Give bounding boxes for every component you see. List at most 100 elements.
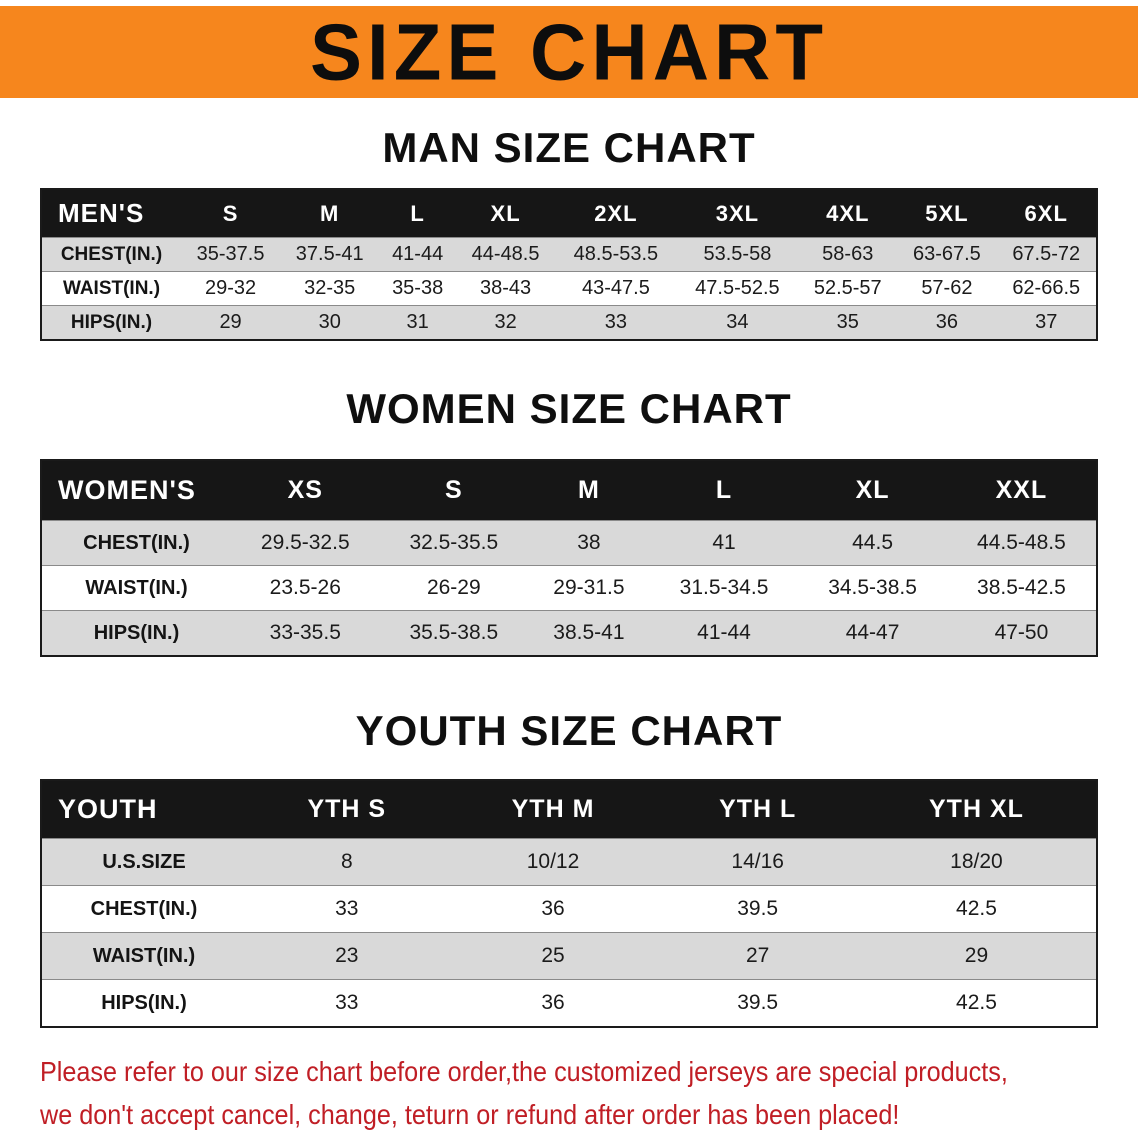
size-value-cell: 29 bbox=[964, 944, 989, 967]
size-column-header: XS bbox=[287, 476, 323, 504]
size-value-cell: 41 bbox=[712, 531, 736, 554]
size-value-cell: 29 bbox=[219, 311, 242, 333]
size-value-cell: 38-43 bbox=[480, 277, 532, 299]
table-row: U.S.SIZE 8 10/12 14/16 18/20 bbox=[41, 838, 1097, 886]
size-value-cell: 25 bbox=[541, 944, 565, 967]
size-value-cell: 47.5-52.5 bbox=[695, 277, 780, 299]
size-column-header: YTH S bbox=[307, 795, 387, 823]
row-label: HIPS(IN.) bbox=[101, 991, 187, 1014]
size-value-cell: 34.5-38.5 bbox=[828, 576, 917, 599]
size-value-cell: 10/12 bbox=[526, 850, 580, 873]
row-label: WAIST(IN.) bbox=[62, 277, 161, 299]
size-value-cell: 38.5-42.5 bbox=[977, 576, 1066, 599]
size-value-cell: 41-44 bbox=[392, 243, 444, 265]
size-value-cell: 32-35 bbox=[304, 277, 356, 299]
size-value-cell: 44-48.5 bbox=[471, 243, 540, 265]
size-value-cell: 23.5-26 bbox=[269, 576, 341, 599]
size-value-cell: 8 bbox=[340, 850, 353, 873]
banner: SIZE CHART bbox=[0, 6, 1138, 98]
size-column-header: M bbox=[578, 476, 600, 504]
section-heading-man: MAN SIZE CHART bbox=[382, 124, 756, 171]
size-value-cell: 44.5-48.5 bbox=[977, 531, 1066, 554]
row-label: HIPS(IN.) bbox=[93, 621, 180, 644]
size-column-header: XL bbox=[855, 476, 890, 504]
size-value-cell: 31 bbox=[406, 311, 429, 333]
size-value-cell: 32 bbox=[494, 311, 517, 333]
size-value-cell: 18/20 bbox=[950, 850, 1003, 873]
size-value-cell: 36 bbox=[541, 897, 565, 920]
row-label: CHEST(IN.) bbox=[60, 243, 163, 265]
row-label: CHEST(IN.) bbox=[83, 531, 190, 554]
size-value-cell: 43-47.5 bbox=[581, 277, 650, 299]
size-column-header: S bbox=[444, 476, 463, 504]
table-corner-label: MEN'S bbox=[58, 198, 145, 228]
size-value-cell: 35 bbox=[836, 311, 859, 333]
table-header-row: WOMEN'S XS S M L XL XXL bbox=[41, 460, 1097, 521]
table-header-row: YOUTH YTH S YTH M YTH L YTH XL bbox=[41, 780, 1097, 839]
table-row: CHEST(IN.) 33 36 39.5 42.5 bbox=[41, 885, 1097, 933]
size-value-cell: 30 bbox=[318, 311, 341, 333]
size-value-cell: 26-29 bbox=[426, 576, 481, 599]
size-value-cell: 36 bbox=[935, 311, 959, 333]
row-label: U.S.SIZE bbox=[102, 850, 186, 873]
size-value-cell: 29-31.5 bbox=[553, 576, 625, 599]
size-column-header: L bbox=[410, 200, 425, 226]
table-row: HIPS(IN.) 29 30 31 32 33 34 35 36 37 bbox=[41, 305, 1097, 340]
row-label: HIPS(IN.) bbox=[70, 311, 153, 333]
size-column-header: 5XL bbox=[925, 200, 969, 226]
size-value-cell: 29-32 bbox=[204, 277, 257, 299]
size-value-cell: 67.5-72 bbox=[1012, 243, 1081, 265]
size-value-cell: 42.5 bbox=[956, 991, 997, 1014]
size-column-header: 6XL bbox=[1024, 200, 1068, 226]
womens-size-table: WOMEN'S XS S M L XL XXL CHEST(IN.) 29.5-32.5 32.5… bbox=[40, 459, 1098, 657]
row-label: WAIST(IN.) bbox=[85, 576, 188, 599]
table-row: HIPS(IN.) 33-35.5 35.5-38.5 38.5-41 41-44 44-… bbox=[41, 610, 1097, 656]
size-column-header: YTH XL bbox=[929, 795, 1024, 823]
table-row: WAIST(IN.) 23 25 27 29 bbox=[41, 932, 1097, 980]
size-column-header: 4XL bbox=[826, 200, 870, 226]
youth-size-table: YOUTH YTH S YTH M YTH L YTH XL U.S.SIZE 8 10/12… bbox=[40, 779, 1098, 1028]
size-value-cell: 37 bbox=[1035, 311, 1058, 333]
size-value-cell: 33 bbox=[335, 991, 359, 1014]
row-label: WAIST(IN.) bbox=[92, 944, 196, 967]
size-value-cell: 48.5-53.5 bbox=[573, 243, 659, 265]
section-heading-youth: YOUTH SIZE CHART bbox=[355, 707, 783, 754]
table-row: CHEST(IN.) 29.5-32.5 32.5-35.5 38 41 44.5 44.5… bbox=[41, 520, 1097, 566]
size-value-cell: 33 bbox=[604, 311, 628, 333]
disclaimer-line-1: Please refer to our size chart before or… bbox=[40, 1056, 1008, 1087]
size-column-header: XL bbox=[490, 200, 521, 226]
table-corner-label: WOMEN'S bbox=[58, 475, 196, 505]
size-value-cell: 53.5-58 bbox=[703, 243, 772, 265]
size-value-cell: 39.5 bbox=[737, 991, 779, 1014]
size-value-cell: 38.5-41 bbox=[553, 621, 625, 644]
size-column-header: L bbox=[715, 476, 733, 504]
disclaimer-text: Please refer to our size chart before or… bbox=[40, 1050, 1138, 1137]
size-value-cell: 57-62 bbox=[921, 277, 973, 299]
size-value-cell: 35-37.5 bbox=[196, 243, 265, 265]
size-value-cell: 37.5-41 bbox=[295, 243, 364, 265]
size-value-cell: 47-50 bbox=[994, 621, 1049, 644]
size-value-cell: 31.5-34.5 bbox=[679, 576, 769, 599]
size-column-header: YTH L bbox=[719, 795, 797, 823]
section-heading-women: WOMEN SIZE CHART bbox=[346, 385, 792, 432]
size-value-cell: 34 bbox=[726, 311, 749, 333]
size-value-cell: 44.5 bbox=[852, 531, 893, 554]
size-column-header: 2XL bbox=[594, 200, 638, 226]
size-column-header: M bbox=[320, 200, 340, 226]
size-column-header: XXL bbox=[995, 476, 1048, 504]
size-value-cell: 63-67.5 bbox=[912, 243, 981, 265]
table-row: WAIST(IN.) 23.5-26 26-29 29-31.5 31.5-34.5 34… bbox=[41, 565, 1097, 611]
size-value-cell: 42.5 bbox=[956, 897, 997, 920]
table-row: CHEST(IN.) 35-37.5 37.5-41 41-44 44-48.5 48.5… bbox=[41, 237, 1097, 272]
size-value-cell: 32.5-35.5 bbox=[409, 531, 499, 554]
disclaimer-line-2: we don't accept cancel, change, teturn o… bbox=[40, 1099, 900, 1131]
size-column-header: 3XL bbox=[715, 200, 760, 226]
table-row: WAIST(IN.) 29-32 32-35 35-38 38-43 43-47.5 47.… bbox=[41, 271, 1097, 306]
table-row: HIPS(IN.) 33 36 39.5 42.5 bbox=[41, 979, 1097, 1027]
size-value-cell: 52.5-57 bbox=[813, 277, 882, 299]
row-label: CHEST(IN.) bbox=[90, 897, 198, 920]
size-value-cell: 33-35.5 bbox=[269, 621, 341, 644]
size-value-cell: 14/16 bbox=[731, 850, 784, 873]
size-value-cell: 23 bbox=[335, 944, 359, 967]
